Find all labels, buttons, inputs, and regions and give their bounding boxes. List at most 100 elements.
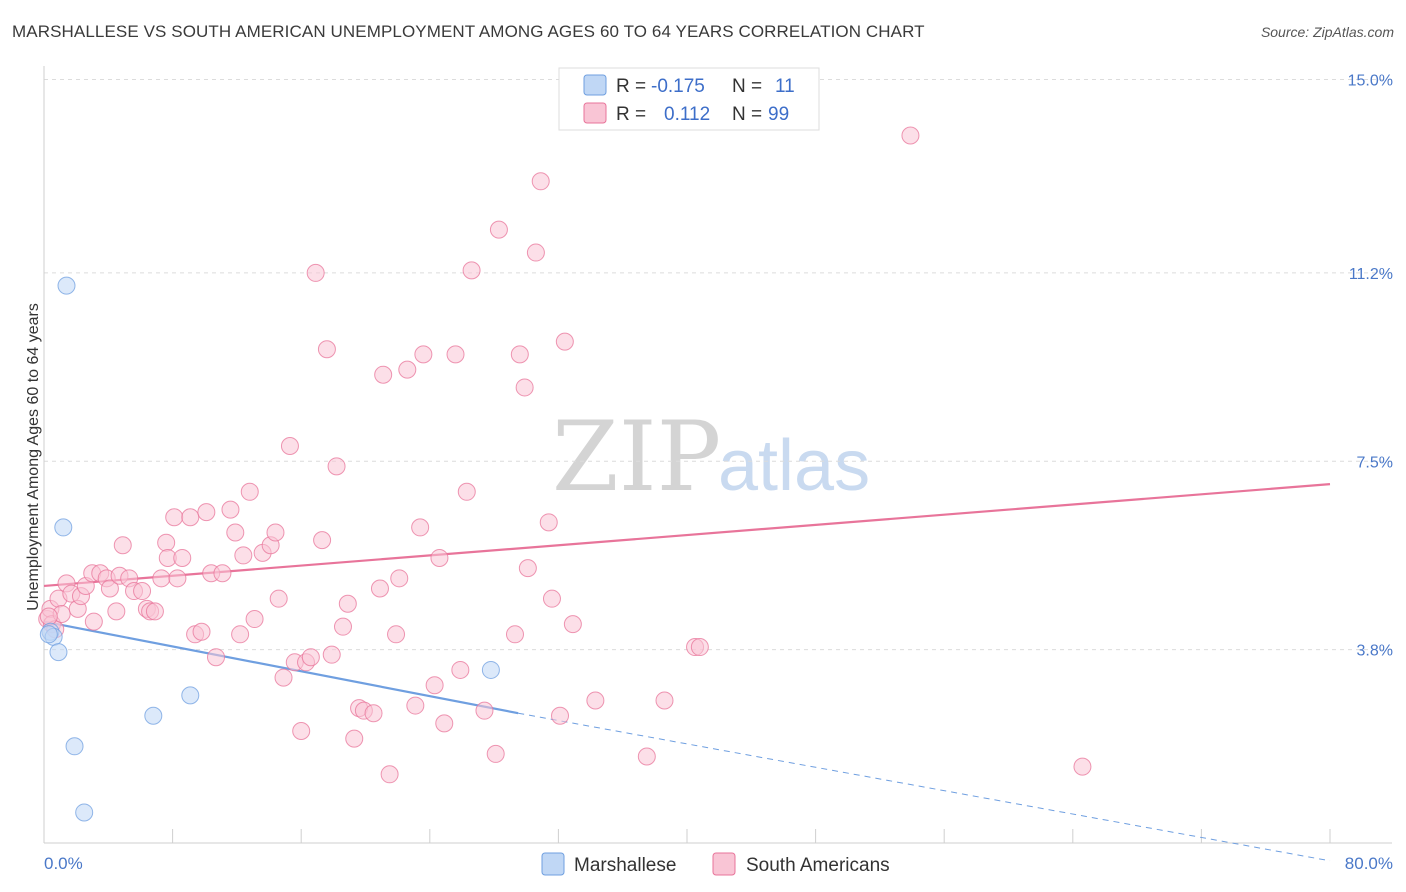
south-americans-point [475,701,494,720]
south-americans-point [446,345,465,364]
series-legend: Marshallese South Americans [541,852,890,876]
south-americans-point [518,559,537,578]
south-americans-point [505,625,524,644]
south-americans-point [1073,757,1092,776]
legend-r-label-1: R = [616,76,646,97]
marshallese-point [54,518,73,537]
south-americans-point [370,579,389,598]
bottom-legend-marshallese: Marshallese [574,855,676,876]
tick-labels: 3.8% 7.5% 11.2% 15.0% 0.0% 80.0% [44,73,1393,874]
south-americans-point [345,729,364,748]
marshallese-point [144,706,163,725]
bottom-legend-south-americans: South Americans [746,855,890,876]
south-americans-point [245,610,264,629]
south-americans-point [269,589,288,608]
axes [43,66,1392,844]
south-americans-point [364,704,383,723]
south-americans-point [542,589,561,608]
south-americans-point [327,457,346,476]
south-americans-point [197,503,216,522]
south-americans-point [84,612,103,631]
south-americans-point [390,569,409,588]
south-americans-point [510,345,529,364]
south-americans-point [152,569,171,588]
south-americans-point [457,482,476,501]
legend-n-value-2: 99 [768,104,789,125]
south-americans-point [274,668,293,687]
chart-title: MARSHALLESE VS SOUTH AMERICAN UNEMPLOYME… [12,22,925,41]
south-americans-point [145,602,164,621]
south-americans-point [213,564,232,583]
south-americans-point [586,691,605,710]
trend-line-south-americans [43,483,1331,588]
south-americans-point [113,536,132,555]
legend-n-label-2: N = [732,104,762,125]
south-americans-point [317,340,336,359]
marshallese-point [181,686,200,705]
y-tick-label: 11.2% [1349,266,1393,283]
x-tick-label-max: 80.0% [1345,854,1393,873]
source-label: Source: ZipAtlas.com [1260,24,1394,40]
marshallese-point [49,643,68,662]
south-americans-point [39,607,58,626]
south-americans-point [100,579,119,598]
x-tick-label-min: 0.0% [44,854,83,873]
bottom-legend-swatch-marshallese [541,852,565,876]
south-americans-point [192,622,211,641]
south-americans-point [231,625,250,644]
y-tick-label: 7.5% [1357,454,1393,471]
south-americans-point [168,569,187,588]
y-axis-title: Unemployment Among Ages 60 to 64 years [25,303,42,611]
south-americans-point [531,172,550,191]
south-americans-point [107,602,126,621]
watermark-atlas: atlas [718,426,870,506]
south-americans-point [226,523,245,542]
legend-r-value-1: -0.175 [651,76,705,97]
south-americans-point [181,508,200,527]
gridlines [44,79,1392,651]
marshallese-point [57,276,76,295]
south-americans-point [563,615,582,634]
legend-r-label-2: R = [616,104,646,125]
trend-line-marshallese [43,620,519,715]
south-americans-point [280,436,299,455]
south-americans-point [306,263,325,282]
south-americans-point [333,617,352,636]
south-americans-point [207,648,226,667]
south-americans-point [551,706,570,725]
south-americans-point [322,645,341,664]
south-americans-point [414,345,433,364]
legend-n-value-1: 11 [775,76,795,97]
south-americans-point [515,378,534,397]
south-americans-point [539,513,558,532]
south-americans-point [301,648,320,667]
south-americans-point [637,747,656,766]
marshallese-point [481,660,500,679]
south-americans-point [526,243,545,262]
legend-n-label-1: N = [732,76,762,97]
south-americans-point [451,660,470,679]
south-americans-point [240,482,259,501]
marshallese-point [75,803,94,822]
legend-r-value-2: 0.112 [664,104,710,125]
marshallese-point [65,737,84,756]
south-americans-point [292,722,311,741]
south-americans-point [313,531,332,550]
south-americans-point [173,548,192,567]
south-americans-point [234,546,253,565]
south-americans-point [338,594,357,613]
south-americans-point [690,638,709,657]
south-americans-point [486,744,505,763]
marshallese-point [39,625,58,644]
south-americans-point [489,220,508,239]
data-points [38,126,1092,822]
stats-legend: R = -0.175 N = 11 R = 0.112 N = 99 [558,67,820,131]
legend-swatch-marshallese [583,74,607,96]
watermark-zip: ZIP [552,401,721,513]
south-americans-point [387,625,406,644]
south-americans-point [430,548,449,567]
south-americans-point [406,696,425,715]
south-americans-point [901,126,920,145]
south-americans-point [266,523,285,542]
